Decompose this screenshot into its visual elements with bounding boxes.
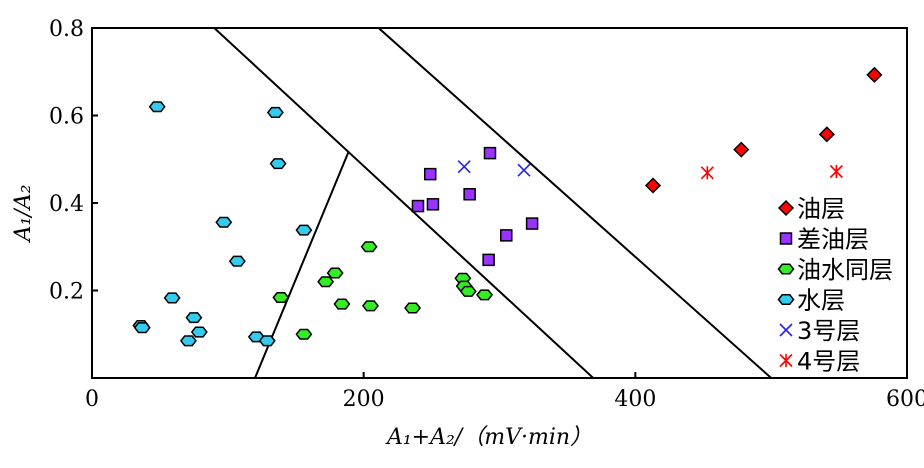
point-series-1-2 bbox=[733, 141, 750, 158]
point-series-1-1 bbox=[644, 177, 662, 194]
x-tick-label: 0 bbox=[85, 387, 99, 412]
legend-label-3: 油水同层 bbox=[797, 256, 893, 284]
point-series-5-2 bbox=[517, 163, 531, 177]
point-series-4-9 bbox=[228, 255, 246, 267]
legend-label-2: 差油层 bbox=[797, 226, 869, 254]
point-series-4-3 bbox=[148, 101, 166, 113]
point-series-4-8 bbox=[215, 216, 233, 228]
point-series-4-11 bbox=[258, 335, 276, 347]
point-series-2-3 bbox=[426, 198, 440, 211]
legend-label-1: 油层 bbox=[797, 195, 845, 223]
point-series-4-12 bbox=[266, 106, 284, 118]
point-series-2-6 bbox=[482, 253, 495, 267]
point-series-3-12 bbox=[476, 289, 494, 301]
y-tick-label: 0.8 bbox=[49, 17, 84, 42]
point-series-3-3 bbox=[317, 276, 335, 288]
legend-label-5: 3号层 bbox=[797, 317, 860, 345]
point-series-3-1 bbox=[272, 291, 290, 304]
x-tick-label: 400 bbox=[614, 387, 656, 412]
legend-marker-2 bbox=[779, 232, 793, 245]
divider-lines bbox=[213, 28, 772, 378]
point-series-4-7 bbox=[190, 326, 208, 338]
y-tick-label: 0.2 bbox=[49, 280, 84, 305]
y-axis-label: A₁/A₂ bbox=[11, 185, 36, 244]
point-series-2-4 bbox=[463, 188, 476, 201]
legend-marker-4 bbox=[777, 293, 795, 306]
point-series-2-2 bbox=[423, 167, 437, 181]
point-series-1-3 bbox=[818, 126, 835, 143]
point-series-2-7 bbox=[500, 229, 513, 242]
y-tick-label: 0.4 bbox=[49, 192, 84, 217]
point-series-4-13 bbox=[269, 158, 287, 170]
point-series-4-6 bbox=[185, 312, 203, 324]
axis-ticks: 0 200 400 600 0.2 0.4 0.6 0.8 bbox=[49, 17, 924, 412]
point-series-5-1 bbox=[457, 160, 471, 174]
point-series-4-2 bbox=[133, 322, 151, 334]
point-series-4-14 bbox=[295, 224, 313, 236]
legend-label-4: 水层 bbox=[797, 287, 845, 315]
x-axis-label: A₁+A₂/（mV·min） bbox=[385, 425, 592, 450]
x-tick-label: 200 bbox=[343, 387, 385, 412]
y-tick-label: 0.6 bbox=[49, 105, 84, 130]
point-series-4-5 bbox=[179, 335, 197, 347]
point-series-3-8 bbox=[404, 302, 422, 314]
divider-line-3 bbox=[377, 28, 772, 378]
point-series-3-6 bbox=[360, 241, 378, 253]
point-series-4-4 bbox=[163, 292, 181, 304]
point-series-2-1 bbox=[411, 199, 425, 213]
point-series-2-5 bbox=[483, 146, 497, 160]
point-series-3-7 bbox=[362, 300, 379, 312]
point-series-6-1 bbox=[700, 166, 714, 180]
x-tick-label: 600 bbox=[886, 387, 924, 412]
point-series-3-5 bbox=[333, 298, 351, 310]
point-series-6-2 bbox=[829, 164, 843, 179]
legend-marker-3 bbox=[777, 263, 795, 275]
legend-label-6: 4号层 bbox=[797, 348, 860, 376]
legend-marker-6 bbox=[779, 353, 793, 368]
legend-marker-5 bbox=[779, 323, 793, 337]
point-series-3-2 bbox=[295, 328, 313, 340]
divider-line-2 bbox=[213, 28, 594, 378]
point-series-2-8 bbox=[525, 217, 539, 230]
point-series-3-4 bbox=[326, 267, 344, 279]
point-series-3-11 bbox=[459, 285, 477, 297]
data-points bbox=[132, 66, 883, 347]
legend-marker-1 bbox=[777, 199, 795, 217]
point-series-1-4 bbox=[866, 66, 883, 83]
